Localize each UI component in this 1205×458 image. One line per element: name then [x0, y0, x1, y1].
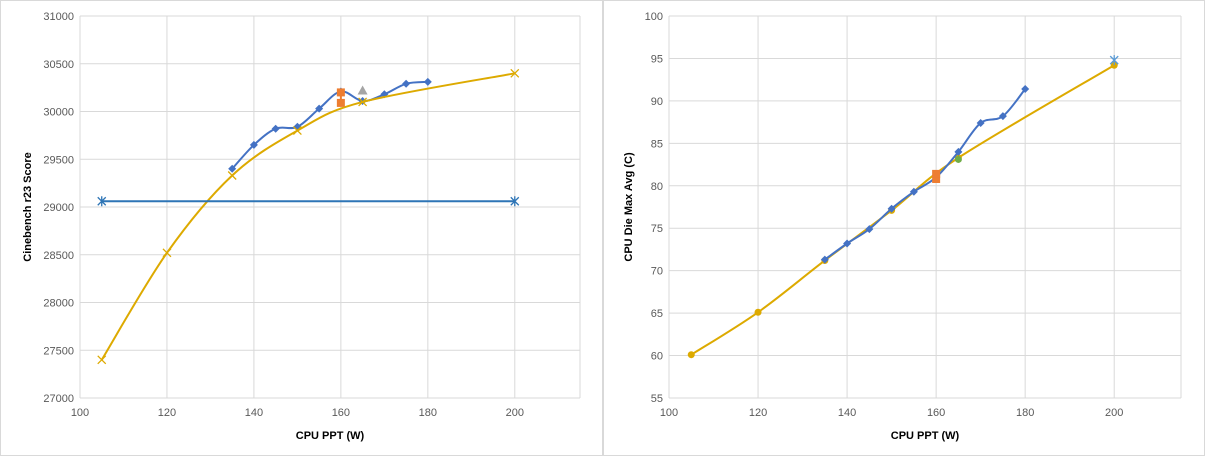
- temperature-x-tick-label: 140: [838, 407, 856, 419]
- cinebench-y-tick-label: 30500: [43, 59, 74, 71]
- temperature-x-tick-label: 160: [927, 407, 945, 419]
- cinebench-x-tick-label: 200: [506, 407, 524, 419]
- temperature-series-1-point: [843, 239, 852, 248]
- temperature-x-tick-label: 120: [749, 407, 767, 419]
- temperature-y-tick-label: 55: [651, 393, 663, 405]
- cinebench-y-tick-label: 28000: [43, 298, 74, 310]
- cinebench-series-1-line: [100, 72, 515, 361]
- cinebench-series-3-point: [336, 88, 345, 97]
- temperature-x-axis-title: CPU PPT (W): [891, 430, 960, 442]
- cinebench-chart: 27000 27500 28000 28500 29000 29500 30000 30500…: [22, 11, 581, 442]
- temperature-y-tick-label: 80: [651, 181, 663, 193]
- temperature-y-tick-label: 75: [651, 223, 663, 235]
- temperature-series-4-point: [954, 155, 962, 163]
- cinebench-series-0-point: [271, 124, 280, 133]
- temperature-series-0-point: [687, 351, 695, 359]
- temperature-series-1-point: [998, 112, 1007, 121]
- cinebench-x-tick-label: 160: [332, 407, 350, 419]
- temperature-series-1: [820, 85, 1030, 264]
- cinebench-y-tick-label: 28500: [43, 250, 74, 262]
- cinebench-y-axis-title: Cinebench r23 Score: [22, 152, 34, 261]
- temperature-series-3-point: [932, 174, 941, 183]
- temperature-series-1-point: [976, 118, 985, 127]
- cinebench-y-tick-label: 30000: [43, 107, 74, 119]
- cinebench-series-1-point: [97, 355, 107, 365]
- temperature-y-tick-label: 90: [651, 96, 663, 108]
- temperature-y-tick-label: 70: [651, 266, 663, 278]
- temperature-series-1-point: [865, 225, 874, 234]
- temperature-chart: 55 60 65 70 75 80 85 90 95 100 100 120 140 160 180 200 C…: [623, 11, 1182, 442]
- cinebench-series-3-point: [336, 98, 345, 107]
- cinebench-series-0-point: [315, 104, 324, 113]
- cinebench-x-tick-label: 180: [419, 407, 437, 419]
- cinebench-series-1: [97, 68, 520, 365]
- temperature-series-1-line: [824, 88, 1026, 261]
- temperature-series-0-point: [754, 308, 762, 316]
- temperature-series-0-point: [1110, 61, 1118, 69]
- temperature-series-1-point: [1021, 85, 1030, 94]
- temperature-series-1-point: [909, 187, 918, 196]
- temperature-gridlines: [668, 15, 1182, 399]
- cinebench-y-tick-label: 27000: [43, 393, 74, 405]
- cinebench-x-tick-label: 140: [245, 407, 263, 419]
- cinebench-series-0-line: [231, 80, 428, 170]
- cinebench-series-1-point: [162, 248, 172, 258]
- cinebench-series-1-point: [227, 171, 237, 180]
- cinebench-chart-panel: 27000 27500 28000 28500 29000 29500 30000 30500…: [0, 0, 603, 456]
- temperature-series-3: [932, 169, 941, 183]
- temperature-series-3-point: [932, 169, 941, 178]
- cinebench-series-1-point: [358, 97, 368, 107]
- cinebench-y-tick-label: 27500: [43, 345, 74, 357]
- cinebench-series-2: [97, 196, 520, 207]
- temperature-chart-panel: 55 60 65 70 75 80 85 90 95 100 100 120 140 160 180 200 C…: [603, 0, 1205, 456]
- cinebench-y-tick-label: 29500: [43, 154, 74, 166]
- temperature-y-tick-label: 95: [651, 53, 663, 65]
- temperature-y-tick-label: 60: [651, 351, 663, 363]
- cinebench-gridlines: [79, 15, 581, 399]
- cinebench-series-2-point: [510, 196, 520, 207]
- cinebench-series-4-point: [357, 85, 368, 95]
- cinebench-series-3: [336, 88, 345, 107]
- cinebench-series-4: [357, 85, 368, 95]
- temperature-series-0: [687, 61, 1118, 359]
- temperature-y-tick-label: 100: [645, 11, 663, 23]
- temperature-series-1-point: [954, 147, 963, 156]
- temperature-series-4: [954, 155, 962, 163]
- cinebench-x-tick-label: 120: [158, 407, 176, 419]
- cinebench-series-0-point: [249, 140, 258, 149]
- cinebench-x-tick-label: 100: [71, 407, 89, 419]
- cinebench-y-tick-label: 31000: [43, 11, 74, 23]
- cinebench-series-0-point: [423, 77, 432, 86]
- cinebench-series-1-point: [292, 126, 302, 136]
- temperature-series-2-point: [1109, 55, 1119, 66]
- cinebench-series-0: [228, 77, 432, 173]
- temperature-y-tick-label: 85: [651, 138, 663, 150]
- cinebench-y-tick-label: 29000: [43, 202, 74, 214]
- temperature-x-tick-label: 200: [1105, 407, 1123, 419]
- cinebench-series-1-point: [510, 68, 520, 78]
- temperature-y-tick-label: 65: [651, 308, 663, 320]
- temperature-series-2: [1109, 55, 1119, 66]
- temperature-series-1-point: [820, 255, 829, 264]
- cinebench-series-2-point: [97, 196, 107, 207]
- cinebench-x-axis-title: CPU PPT (W): [296, 430, 365, 442]
- temperature-x-tick-label: 100: [660, 407, 678, 419]
- cinebench-series-0-point: [228, 164, 237, 173]
- temperature-y-axis-title: CPU Die Max Avg (C): [623, 152, 635, 262]
- cinebench-series-0-point: [402, 79, 411, 88]
- temperature-series-1-point: [887, 204, 896, 213]
- temperature-x-tick-label: 180: [1016, 407, 1034, 419]
